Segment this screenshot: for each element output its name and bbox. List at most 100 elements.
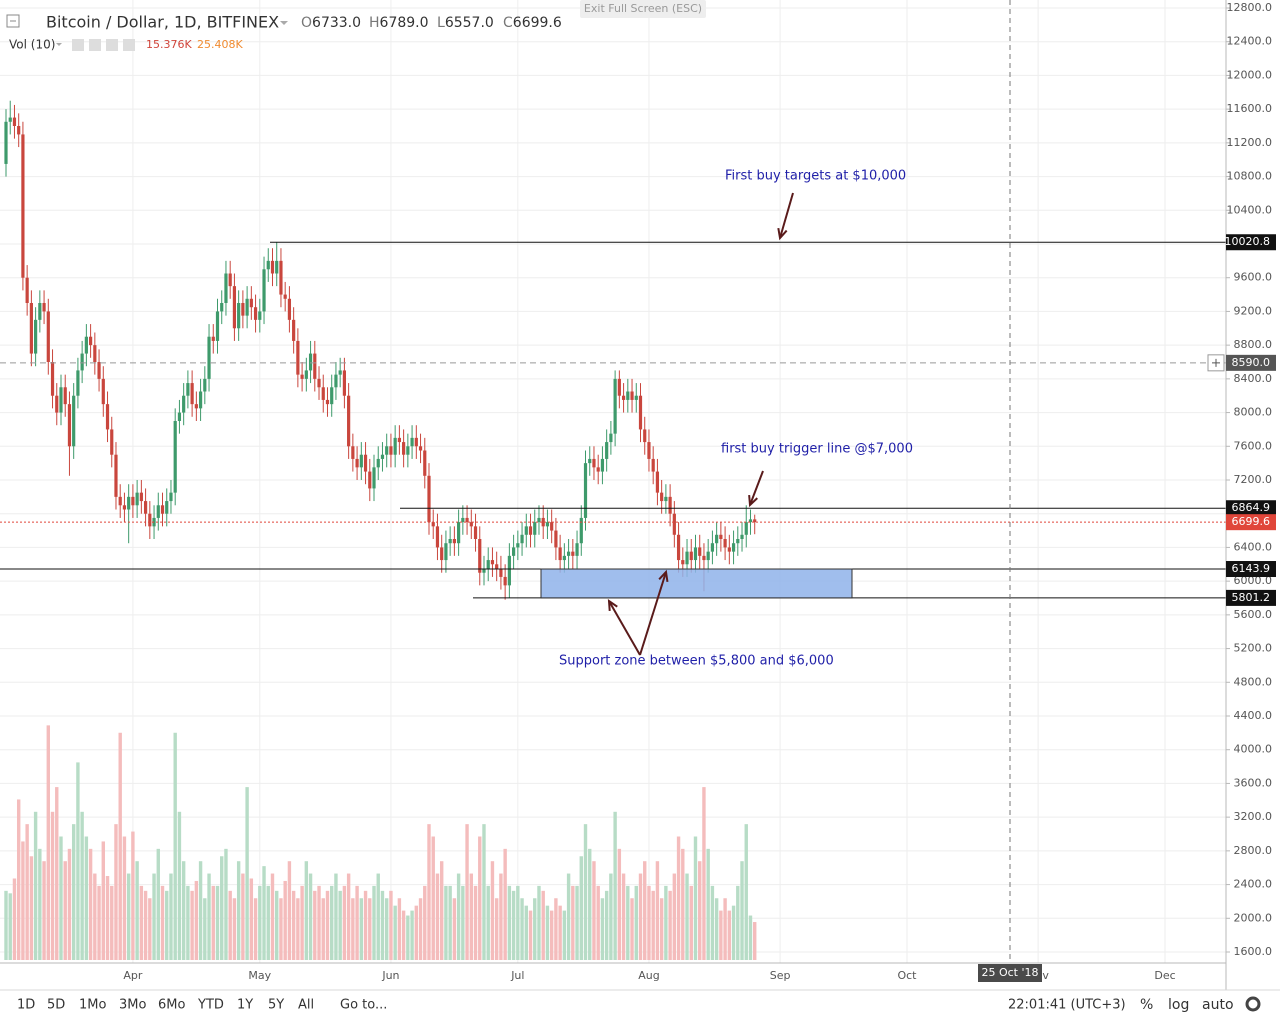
ohlc-value: 6733.0 bbox=[312, 15, 361, 31]
y-tick-label: 12800.0 bbox=[1227, 1, 1273, 14]
candle-body bbox=[182, 395, 186, 413]
candle-body bbox=[21, 134, 25, 278]
exit-fullscreen[interactable] bbox=[580, 0, 706, 18]
range-button[interactable]: 5D bbox=[47, 998, 65, 1013]
volume-bar bbox=[380, 890, 385, 960]
volume-bar bbox=[46, 725, 50, 960]
settings-button[interactable] bbox=[89, 39, 101, 51]
candle-body bbox=[330, 387, 334, 405]
crosshair-label-box bbox=[978, 964, 1042, 982]
volume-bar bbox=[558, 905, 562, 960]
range-button[interactable]: All bbox=[298, 998, 314, 1013]
candle-body bbox=[279, 260, 283, 295]
price-axis: 1600.0 2000.0 2400.0 2800.0 3200.0 3600.0 4000… bbox=[1207, 1, 1276, 958]
remove-button[interactable] bbox=[123, 39, 135, 51]
candle-body bbox=[131, 496, 135, 506]
candle-body bbox=[647, 442, 651, 459]
range-button[interactable]: 1Mo bbox=[79, 998, 106, 1013]
clock: 22:01:41 (UTC+3) bbox=[1008, 998, 1126, 1013]
range-button[interactable]: 1Y bbox=[237, 998, 253, 1013]
volume-ma-value: 25.408K bbox=[197, 38, 243, 51]
candle-body bbox=[596, 467, 600, 472]
volume-bar bbox=[668, 890, 672, 960]
x-tick-label: Oct bbox=[897, 969, 917, 982]
volume-indicator[interactable]: Vol (10) bbox=[9, 38, 55, 52]
collapse-icon[interactable] bbox=[6, 14, 20, 28]
candle-body bbox=[84, 336, 88, 354]
volume-bar bbox=[706, 848, 710, 960]
candle-body bbox=[693, 547, 698, 561]
dropdown-icon[interactable] bbox=[280, 21, 288, 25]
candle-body bbox=[740, 534, 744, 539]
volume-bar bbox=[617, 848, 622, 960]
volume-bar bbox=[190, 890, 194, 960]
candle-body bbox=[317, 378, 321, 388]
volume-bar bbox=[21, 841, 25, 960]
volume-bar bbox=[67, 848, 72, 960]
scale-button[interactable]: auto bbox=[1202, 997, 1234, 1013]
y-tick-label: 5200.0 bbox=[1234, 642, 1273, 655]
volume-bar bbox=[647, 885, 651, 960]
scale-button[interactable]: log bbox=[1168, 997, 1189, 1013]
volume-bar bbox=[469, 873, 473, 960]
dropdown-icon[interactable] bbox=[56, 43, 62, 46]
y-tick-label: 10400.0 bbox=[1227, 203, 1273, 216]
volume-bar bbox=[651, 890, 655, 960]
candle-body bbox=[34, 319, 38, 354]
scale-button[interactable]: % bbox=[1140, 997, 1153, 1013]
candle-body bbox=[169, 492, 173, 502]
x-tick-label: Jun bbox=[381, 969, 399, 982]
volume-bar bbox=[194, 880, 199, 960]
volume-bar bbox=[131, 831, 135, 960]
volume-bar bbox=[562, 910, 567, 960]
volume-bar bbox=[507, 885, 512, 960]
level-label-box bbox=[1226, 354, 1276, 371]
candle-body bbox=[621, 395, 626, 400]
candle-body bbox=[368, 471, 372, 489]
candle-body bbox=[63, 387, 67, 405]
exit-fullscreen-label[interactable]: Exit Full Screen (ESC) bbox=[584, 2, 702, 15]
candle-body bbox=[270, 260, 275, 274]
candle-body bbox=[72, 395, 76, 447]
grid bbox=[0, 0, 1226, 963]
eye-button[interactable] bbox=[72, 39, 84, 51]
volume-bar bbox=[71, 824, 76, 960]
symbol-title[interactable]: Bitcoin / Dollar, 1D, BITFINEX bbox=[46, 13, 279, 32]
x-tick-label: Sep bbox=[770, 969, 791, 982]
candle-body bbox=[397, 437, 401, 443]
ohlc-value: 6699.6 bbox=[513, 15, 562, 31]
candle-body bbox=[253, 307, 258, 320]
candle-body bbox=[537, 517, 541, 523]
volume-bar bbox=[258, 885, 262, 960]
volume-bar bbox=[232, 898, 237, 960]
y-tick-label: 11600.0 bbox=[1227, 102, 1273, 115]
candle-body bbox=[672, 513, 676, 535]
range-button[interactable]: 6Mo bbox=[158, 998, 185, 1013]
volume-bar bbox=[566, 873, 571, 960]
volume-bar bbox=[693, 836, 698, 960]
volume-bar bbox=[524, 905, 528, 960]
add-button[interactable] bbox=[106, 39, 118, 51]
candle-body bbox=[351, 446, 355, 459]
volume-bar bbox=[325, 890, 330, 960]
candle-body bbox=[423, 450, 427, 476]
candle-body bbox=[753, 519, 757, 523]
volume-bar bbox=[643, 861, 647, 960]
goto-button[interactable]: Go to... bbox=[340, 998, 387, 1013]
candle-body bbox=[715, 534, 719, 544]
candle-body bbox=[702, 555, 706, 561]
range-button[interactable]: 3Mo bbox=[119, 998, 146, 1013]
volume-bar bbox=[55, 787, 59, 960]
volume-bar bbox=[740, 861, 744, 960]
candle-body bbox=[427, 475, 431, 523]
range-button[interactable]: 1D bbox=[17, 998, 35, 1013]
candle-body bbox=[643, 429, 647, 443]
range-button[interactable]: 5Y bbox=[268, 998, 284, 1013]
range-button[interactable]: YTD bbox=[197, 998, 224, 1013]
volume-bar bbox=[579, 856, 583, 960]
settings-gear[interactable] bbox=[1245, 996, 1261, 1012]
y-tick-label: 7200.0 bbox=[1234, 473, 1273, 486]
candle-body bbox=[651, 458, 655, 472]
candle-body bbox=[363, 454, 368, 472]
volume-bar bbox=[300, 885, 304, 960]
